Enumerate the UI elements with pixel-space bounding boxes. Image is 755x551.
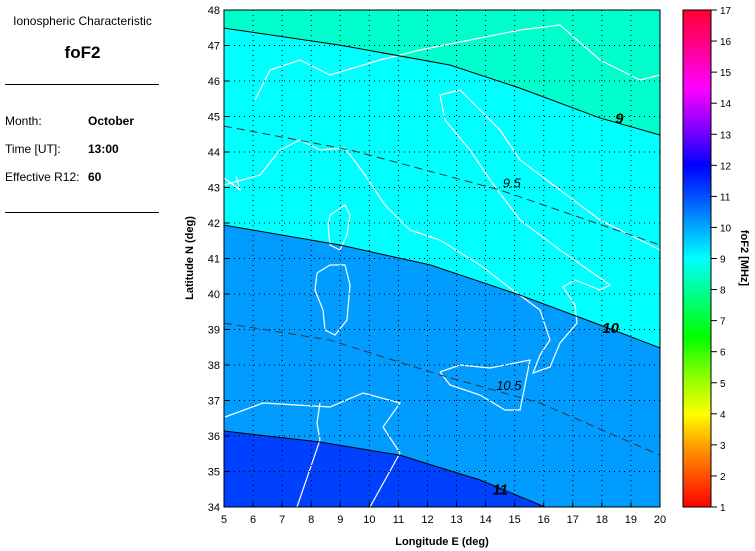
y-tick-label: 37 bbox=[208, 396, 220, 408]
divider bbox=[5, 212, 159, 213]
x-tick-label: 8 bbox=[308, 514, 314, 526]
coastline bbox=[314, 264, 351, 336]
colorbar-tick-label: 17 bbox=[720, 6, 732, 17]
contour-line-10 bbox=[224, 224, 660, 349]
contour-line-9.5 bbox=[224, 125, 660, 246]
coastline bbox=[224, 89, 660, 375]
x-tick-label: 16 bbox=[538, 514, 550, 526]
band-fill bbox=[224, 10, 660, 507]
coastline bbox=[296, 402, 321, 507]
x-tick-label: 5 bbox=[221, 514, 227, 526]
r12-label: Effective R12: bbox=[5, 170, 80, 184]
contour-line-9 bbox=[224, 27, 660, 136]
x-tick-label: 6 bbox=[250, 514, 256, 526]
contour-label-11: 11 bbox=[492, 482, 508, 499]
contour-label-9.5: 9.5 bbox=[503, 176, 522, 191]
panel-heading: Ionospheric Characteristic bbox=[13, 14, 152, 28]
divider bbox=[5, 84, 159, 85]
colorbar-tick-label: 12 bbox=[720, 161, 732, 172]
contour-label-10.5: 10.5 bbox=[496, 378, 522, 393]
colorbar-tick-label: 9 bbox=[720, 255, 726, 266]
contour-label-9: 9 bbox=[615, 111, 624, 128]
colorbar-tick-label: 13 bbox=[720, 130, 732, 141]
y-tick-label: 48 bbox=[208, 5, 220, 17]
x-tick-label: 15 bbox=[509, 514, 521, 526]
colorbar-tick-label: 6 bbox=[720, 348, 726, 359]
y-tick-label: 38 bbox=[208, 360, 220, 372]
colorbar-tick-label: 3 bbox=[720, 441, 726, 452]
colorbar-tick-label: 4 bbox=[720, 410, 726, 421]
x-tick-label: 11 bbox=[393, 514, 404, 526]
coastline bbox=[327, 204, 351, 251]
coastline bbox=[224, 175, 242, 192]
contour-line-11 bbox=[224, 430, 546, 507]
colorbar-tick-label: 16 bbox=[720, 37, 732, 48]
parameter-name: foF2 bbox=[64, 43, 101, 62]
band-fill bbox=[224, 10, 660, 507]
y-tick-label: 35 bbox=[208, 467, 220, 479]
time-value: 13:00 bbox=[88, 142, 119, 156]
contour-label-10: 10 bbox=[602, 320, 619, 337]
coastline bbox=[439, 359, 531, 411]
colorbar-tick-label: 14 bbox=[720, 99, 732, 110]
y-tick-label: 45 bbox=[208, 112, 220, 124]
r12-value: 60 bbox=[88, 170, 102, 184]
x-axis-label: Longitude E (deg) bbox=[395, 536, 489, 548]
colorbar-tick-label: 15 bbox=[720, 68, 732, 79]
x-tick-label: 9 bbox=[337, 514, 343, 526]
colorbar-tick-label: 11 bbox=[720, 192, 731, 203]
x-tick-label: 14 bbox=[479, 514, 491, 526]
x-tick-label: 13 bbox=[450, 514, 462, 526]
colorbar-tick-label: 1 bbox=[720, 503, 726, 514]
month-label: Month: bbox=[5, 114, 42, 128]
coastline bbox=[224, 392, 401, 507]
colorbar-tick-label: 5 bbox=[720, 379, 726, 390]
x-tick-label: 10 bbox=[363, 514, 375, 526]
y-tick-label: 46 bbox=[208, 76, 220, 88]
y-tick-label: 39 bbox=[208, 325, 220, 337]
contour-line-10.5 bbox=[224, 322, 660, 456]
x-tick-label: 19 bbox=[625, 514, 637, 526]
colorbar-tick-label: 7 bbox=[720, 317, 726, 328]
colorbar bbox=[682, 9, 712, 508]
colorbar-tick-label: 2 bbox=[720, 472, 726, 483]
time-label: Time [UT]: bbox=[5, 142, 61, 156]
colorbar-label: foF2 [MHz] bbox=[738, 230, 750, 287]
y-axis-label: Latitude N (deg) bbox=[184, 216, 196, 300]
y-tick-label: 43 bbox=[208, 183, 220, 195]
y-tick-label: 41 bbox=[208, 254, 220, 266]
month-value: October bbox=[88, 114, 135, 128]
x-tick-label: 17 bbox=[567, 514, 579, 526]
colorbar-tick-label: 8 bbox=[720, 286, 726, 297]
y-tick-label: 34 bbox=[208, 502, 220, 514]
y-tick-label: 47 bbox=[208, 41, 220, 53]
y-tick-label: 42 bbox=[208, 218, 220, 230]
y-tick-label: 40 bbox=[208, 289, 220, 301]
y-tick-label: 44 bbox=[208, 147, 220, 159]
colorbar-tick-label: 10 bbox=[720, 223, 732, 234]
x-tick-label: 18 bbox=[596, 514, 608, 526]
x-tick-label: 12 bbox=[421, 514, 433, 526]
x-tick-label: 7 bbox=[279, 514, 285, 526]
x-tick-label: 20 bbox=[654, 514, 666, 526]
y-tick-label: 36 bbox=[208, 431, 220, 443]
